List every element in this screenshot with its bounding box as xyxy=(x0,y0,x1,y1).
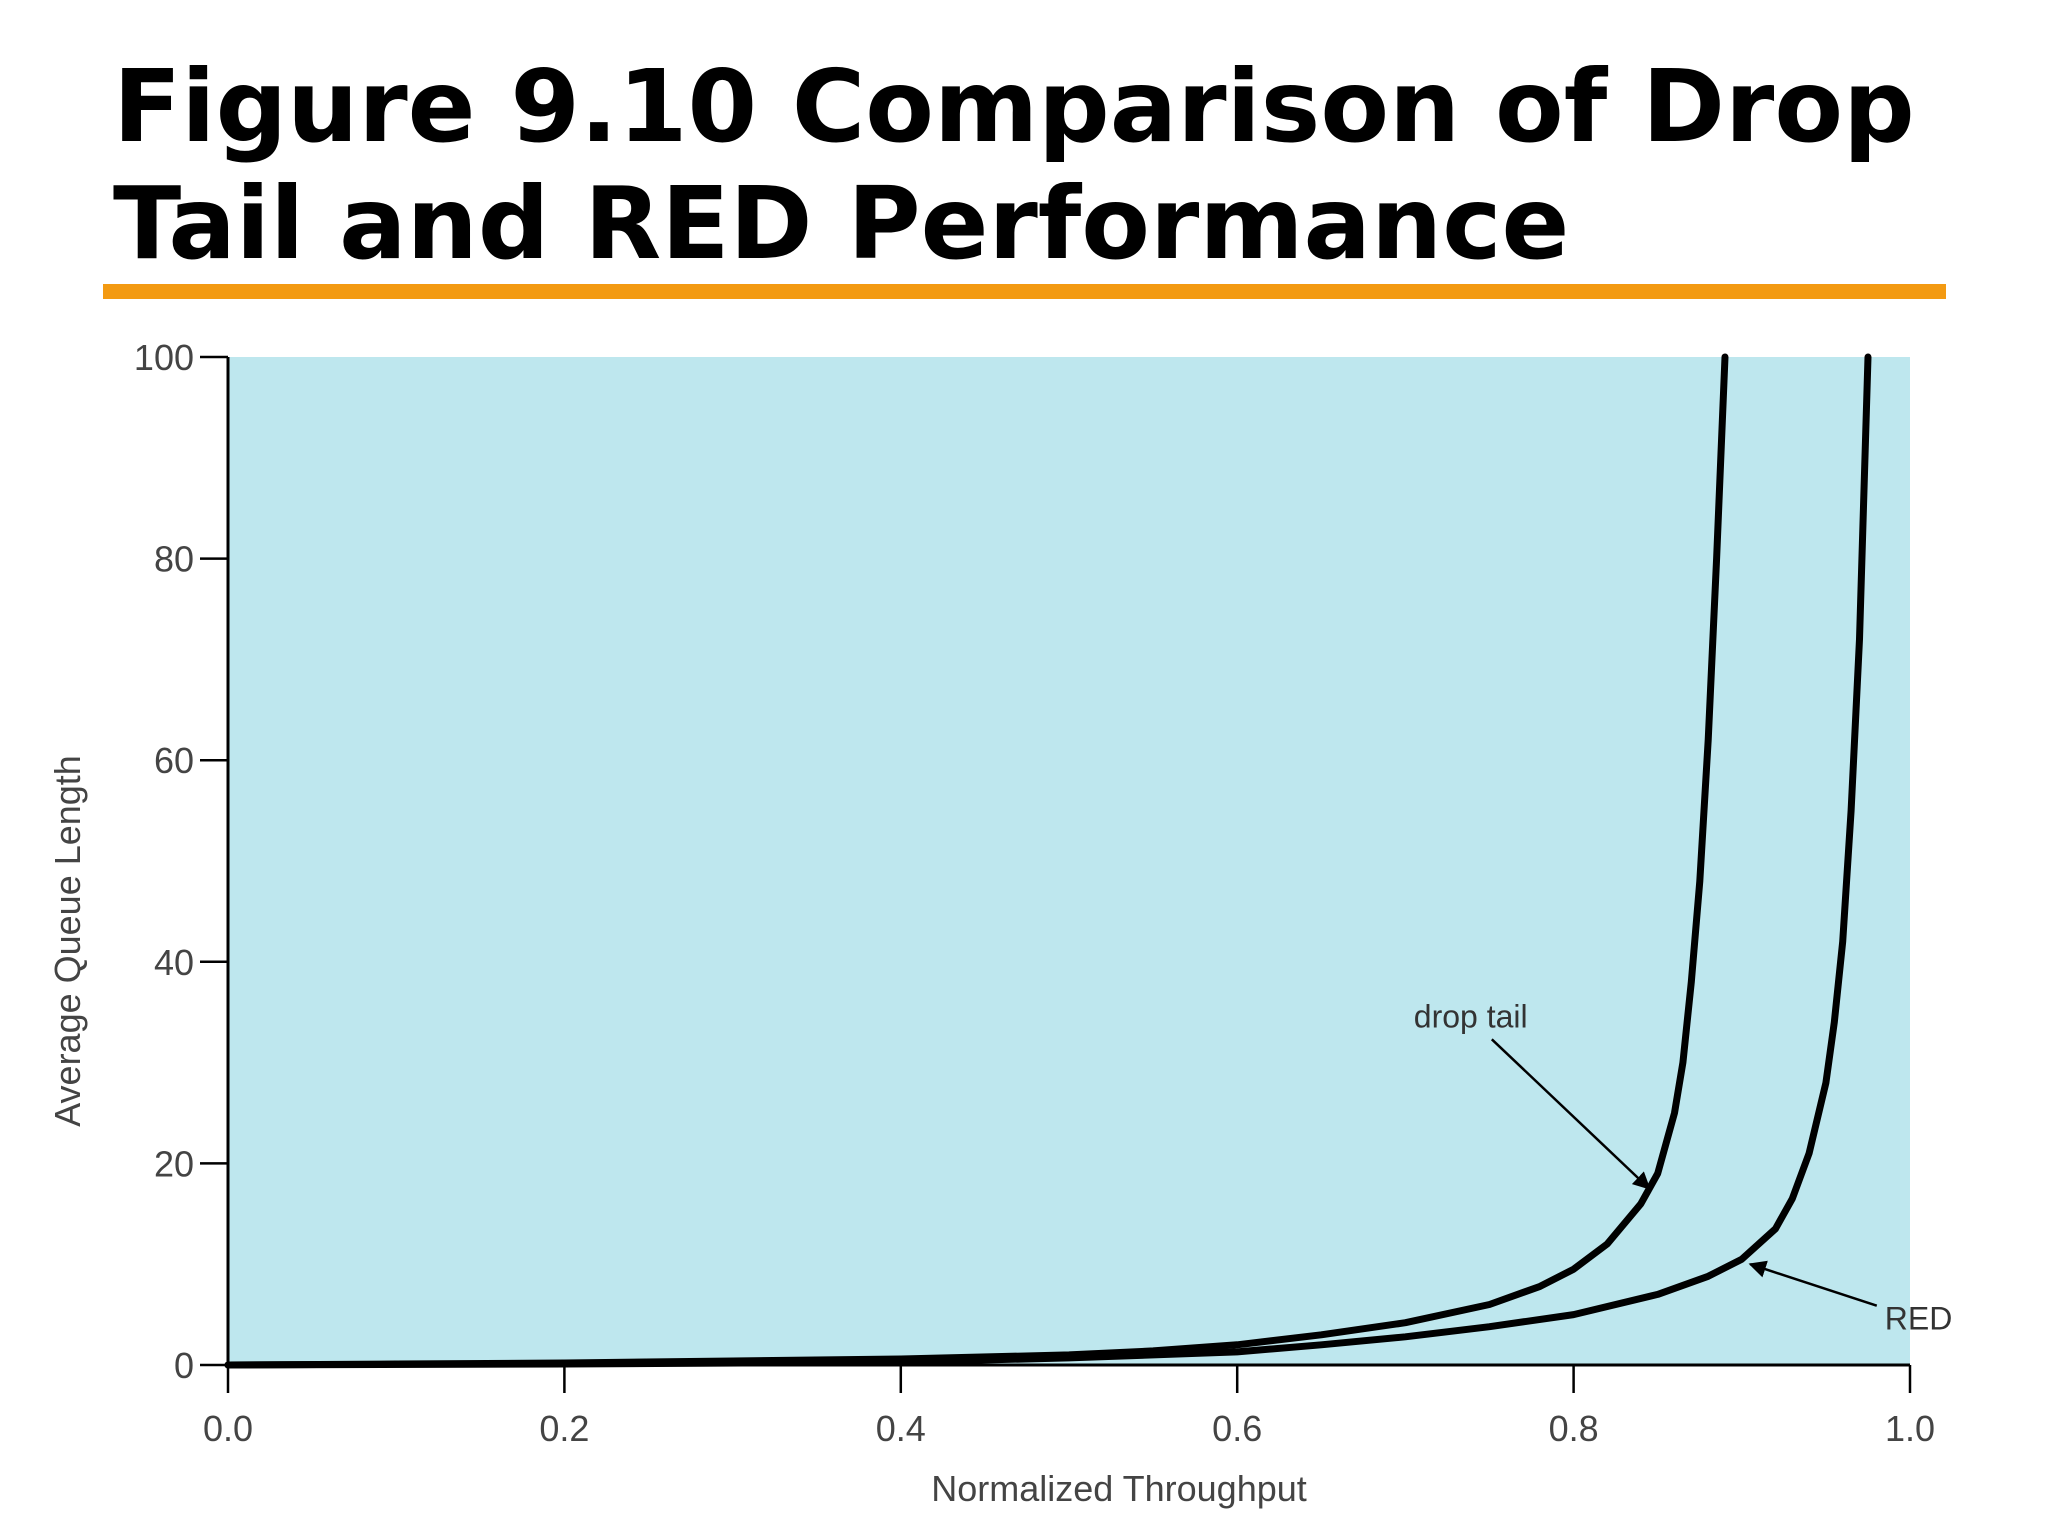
plot-area xyxy=(228,357,1910,1365)
y-tick-label: 40 xyxy=(154,942,194,983)
annotation-arrow xyxy=(1748,1260,1878,1307)
y-tick-label: 60 xyxy=(154,740,194,781)
annotation-label: RED xyxy=(1885,1301,1953,1337)
y-axis-label: Average Queue Length xyxy=(47,755,88,1127)
y-tick-label: 20 xyxy=(154,1143,194,1184)
title-underline xyxy=(103,284,1946,299)
x-tick-label: 0.6 xyxy=(1212,1408,1262,1449)
slide-title: Figure 9.10 Comparison of Drop Tail and … xyxy=(113,48,1963,282)
slide-title-line-2: Tail and RED Performance xyxy=(113,165,1570,282)
axes: 0 20 40 60 80 100 0.0 0.2 0.4 0.6 0.8 1.0 xyxy=(134,337,1935,1449)
slide-title-line-1: Figure 9.10 Comparison of Drop xyxy=(113,48,1915,165)
y-tick-label: 100 xyxy=(134,337,194,378)
series-layer xyxy=(224,353,1872,1369)
x-axis-label: Normalized Throughput xyxy=(931,1468,1307,1509)
x-tick-label: 1.0 xyxy=(1885,1408,1935,1449)
series-line-2 xyxy=(224,353,1872,1369)
x-tick-label: 0.0 xyxy=(203,1408,253,1449)
y-tick-label: 80 xyxy=(154,539,194,580)
y-tick-label: 0 xyxy=(174,1345,194,1386)
annotation-layer: drop tail RED xyxy=(1414,998,1953,1336)
x-tick-label: 0.8 xyxy=(1549,1408,1599,1449)
x-tick-label: 0.2 xyxy=(539,1408,589,1449)
annotation-arrow xyxy=(1490,1038,1651,1190)
annotation-label: drop tail xyxy=(1414,998,1528,1034)
x-tick-label: 0.4 xyxy=(876,1408,926,1449)
